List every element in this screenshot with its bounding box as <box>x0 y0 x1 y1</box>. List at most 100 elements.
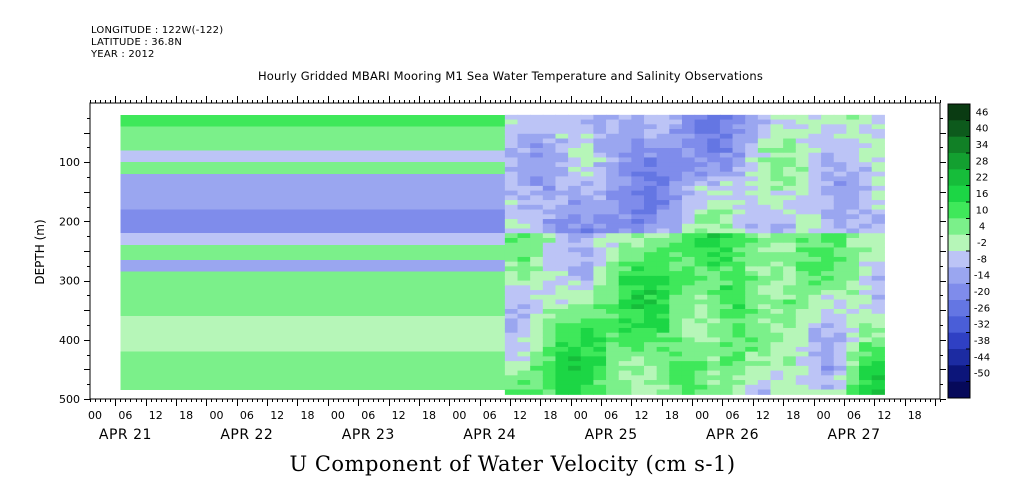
heatmap-cell <box>795 124 810 130</box>
heatmap-cell <box>871 342 885 348</box>
heatmap-cell <box>593 304 607 310</box>
heatmap-cell <box>795 384 810 391</box>
heatmap-cell <box>757 219 772 225</box>
heatmap-cell <box>821 313 835 320</box>
heatmap-cell <box>795 280 810 286</box>
heatmap-cell <box>644 219 658 225</box>
heatmap-cell <box>694 361 708 367</box>
heatmap-cell <box>719 323 734 329</box>
heatmap-cell <box>517 384 531 391</box>
heatmap-cell <box>821 346 835 353</box>
heatmap-cell <box>707 332 721 339</box>
heatmap-cell <box>783 247 797 253</box>
heatmap-cell <box>783 166 797 173</box>
heatmap-cell <box>859 219 873 225</box>
x-tick-label: 00 <box>817 409 831 422</box>
heatmap-cell <box>871 157 885 163</box>
heatmap-cell <box>669 327 683 334</box>
heatmap-cell <box>568 299 582 305</box>
heatmap-cell <box>859 299 873 305</box>
heatmap-cell <box>719 346 734 353</box>
heatmap-cell <box>859 181 873 187</box>
heatmap-cell <box>770 389 784 395</box>
heatmap-cell <box>757 389 772 395</box>
heatmap-cell <box>568 181 582 187</box>
heatmap-cell <box>757 223 772 230</box>
heatmap-cell <box>757 299 772 305</box>
heatmap-cell <box>504 318 519 324</box>
heatmap-cell <box>656 266 670 272</box>
heatmap-cell <box>580 209 595 215</box>
heatmap-cell <box>504 370 519 376</box>
heatmap-cell <box>530 313 544 320</box>
heatmap-cell <box>593 129 607 135</box>
heatmap-cell <box>871 285 885 291</box>
heatmap-cell <box>719 237 734 244</box>
heatmap-cell <box>859 176 873 182</box>
heatmap-cell <box>504 389 519 395</box>
heatmap-cell <box>555 219 569 225</box>
x-tick-label: 06 <box>483 409 497 422</box>
heatmap-cell <box>504 304 519 310</box>
heatmap-cell <box>669 346 683 353</box>
heatmap-cell <box>593 247 607 253</box>
heatmap-cell <box>859 195 873 201</box>
heatmap-cell <box>871 209 885 215</box>
heatmap-cell <box>694 157 708 163</box>
colorbar-swatch <box>948 365 970 383</box>
heatmap-cell <box>770 256 784 263</box>
heatmap-cell <box>517 337 531 343</box>
heatmap-cell <box>694 219 708 225</box>
heatmap-cell <box>606 346 620 353</box>
heatmap-cell <box>795 176 810 182</box>
heatmap-cell <box>719 247 734 253</box>
heatmap-cell <box>606 195 620 201</box>
heatmap-cell <box>618 304 632 310</box>
colorbar-swatch <box>948 104 970 121</box>
heatmap-cell <box>846 138 860 144</box>
heatmap-cell <box>631 342 645 348</box>
heatmap-cell <box>593 209 607 215</box>
heatmap-cell <box>530 294 544 301</box>
heatmap-cell <box>669 200 683 206</box>
heatmap-cell <box>719 114 734 121</box>
heatmap-cell <box>770 228 784 234</box>
heatmap-cell <box>745 223 759 230</box>
heatmap-cell <box>517 114 531 121</box>
heatmap-cell <box>707 375 721 381</box>
heatmap-cell <box>669 176 683 182</box>
heatmap-cell <box>871 185 885 192</box>
heatmap-cell <box>542 275 557 282</box>
heatmap-cell <box>530 147 544 154</box>
heatmap-cell <box>631 228 645 234</box>
heatmap-cell <box>694 129 708 135</box>
heatmap-cell <box>517 152 531 159</box>
heatmap-cell <box>732 384 746 391</box>
heatmap-cell <box>821 143 835 149</box>
heatmap-cell <box>846 119 860 125</box>
heatmap-cell <box>732 351 746 357</box>
heatmap-cell <box>808 313 822 320</box>
heatmap-cell <box>871 228 885 234</box>
heatmap-cell <box>745 233 759 239</box>
heatmap-cell <box>631 219 645 225</box>
heatmap-cell <box>694 185 708 192</box>
heatmap-cell <box>745 124 759 130</box>
heatmap-cell <box>846 252 860 258</box>
heatmap-cell <box>568 346 582 353</box>
heatmap-cell <box>656 200 670 206</box>
heatmap-cell <box>593 370 607 376</box>
heatmap-cell <box>846 219 860 225</box>
heatmap-cell <box>783 384 797 391</box>
heatmap-cell <box>530 129 544 135</box>
heatmap-cell <box>783 271 797 277</box>
heatmap-cell <box>644 389 658 395</box>
heatmap-cell <box>631 332 645 339</box>
heatmap-cell <box>606 275 620 282</box>
heatmap-cell <box>669 223 683 230</box>
heatmap-cell <box>517 143 531 149</box>
heatmap-cell <box>644 309 658 315</box>
heatmap-cell <box>517 157 531 163</box>
heatmap-cell <box>580 114 595 121</box>
heatmap-cell <box>719 294 734 301</box>
